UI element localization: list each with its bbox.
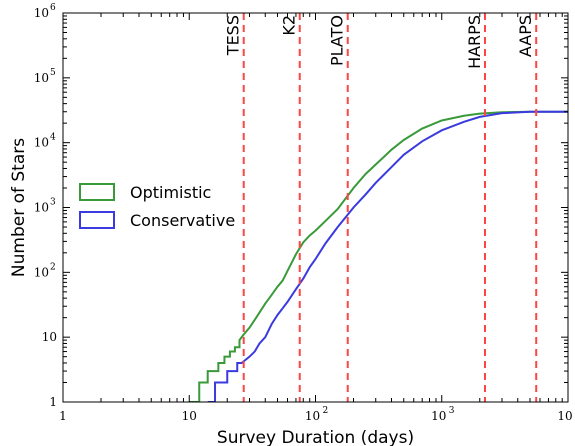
y-tick-label: 1	[49, 395, 57, 409]
y-tick-label: 10 2	[34, 262, 56, 279]
legend-swatch-conservative	[79, 211, 115, 229]
svg-text:2: 2	[50, 262, 56, 272]
svg-text:3: 3	[50, 198, 56, 208]
y-tick-label: 10 3	[34, 198, 56, 215]
svg-text:10: 10	[42, 330, 57, 344]
series-layer	[189, 110, 568, 402]
x-tick-label: 10	[182, 409, 197, 423]
svg-text:1: 1	[49, 395, 57, 409]
survey-label-tess: TESS	[224, 15, 243, 56]
x-tick-label: 10 3	[431, 406, 455, 423]
y-tick-label: 10 5	[34, 68, 56, 85]
legend-label-conservative: Conservative	[130, 211, 235, 230]
series-line-optimistic	[189, 110, 568, 402]
svg-text:10: 10	[34, 71, 49, 85]
svg-text:10: 10	[34, 201, 49, 215]
svg-text:10: 10	[182, 409, 197, 423]
x-tick-label: 10 2	[305, 406, 328, 423]
y-axis-label: Number of Stars	[9, 138, 29, 277]
legend-swatch-optimistic	[79, 183, 115, 201]
svg-text:10: 10	[557, 409, 572, 423]
survey-layer: TESS K2 PLATO HARPS AAPS	[224, 13, 538, 402]
legend-label-optimistic: Optimistic	[130, 183, 211, 202]
series-line-conservative	[207, 110, 568, 402]
plot-frame	[62, 12, 569, 403]
x-axis-label: Survey Duration (days)	[217, 428, 414, 446]
svg-text:3: 3	[449, 406, 455, 416]
legend: Optimistic Conservative	[79, 183, 235, 230]
x-tick-label: 104	[557, 409, 572, 423]
tick-layer: 110102103104110102103104105106	[34, 3, 573, 423]
y-tick-label: 10	[42, 330, 57, 344]
survey-label-plato: PLATO	[328, 15, 347, 66]
svg-text:10: 10	[34, 6, 49, 20]
svg-text:5: 5	[50, 68, 56, 78]
svg-text:10: 10	[34, 265, 49, 279]
y-tick-label: 10 6	[34, 3, 56, 20]
survey-label-aaps: AAPS	[516, 15, 535, 57]
svg-text:10: 10	[305, 409, 320, 423]
survey-label-harps: HARPS	[465, 15, 484, 69]
survey-label-k2: K2	[280, 15, 299, 36]
y-tick-label: 10 4	[34, 133, 56, 150]
svg-text:6: 6	[50, 3, 56, 13]
svg-text:1: 1	[59, 409, 67, 423]
x-tick-label: 1	[59, 409, 67, 423]
svg-text:10: 10	[431, 409, 446, 423]
svg-text:4: 4	[50, 133, 56, 143]
svg-text:10: 10	[34, 136, 49, 150]
svg-text:2: 2	[323, 406, 329, 416]
